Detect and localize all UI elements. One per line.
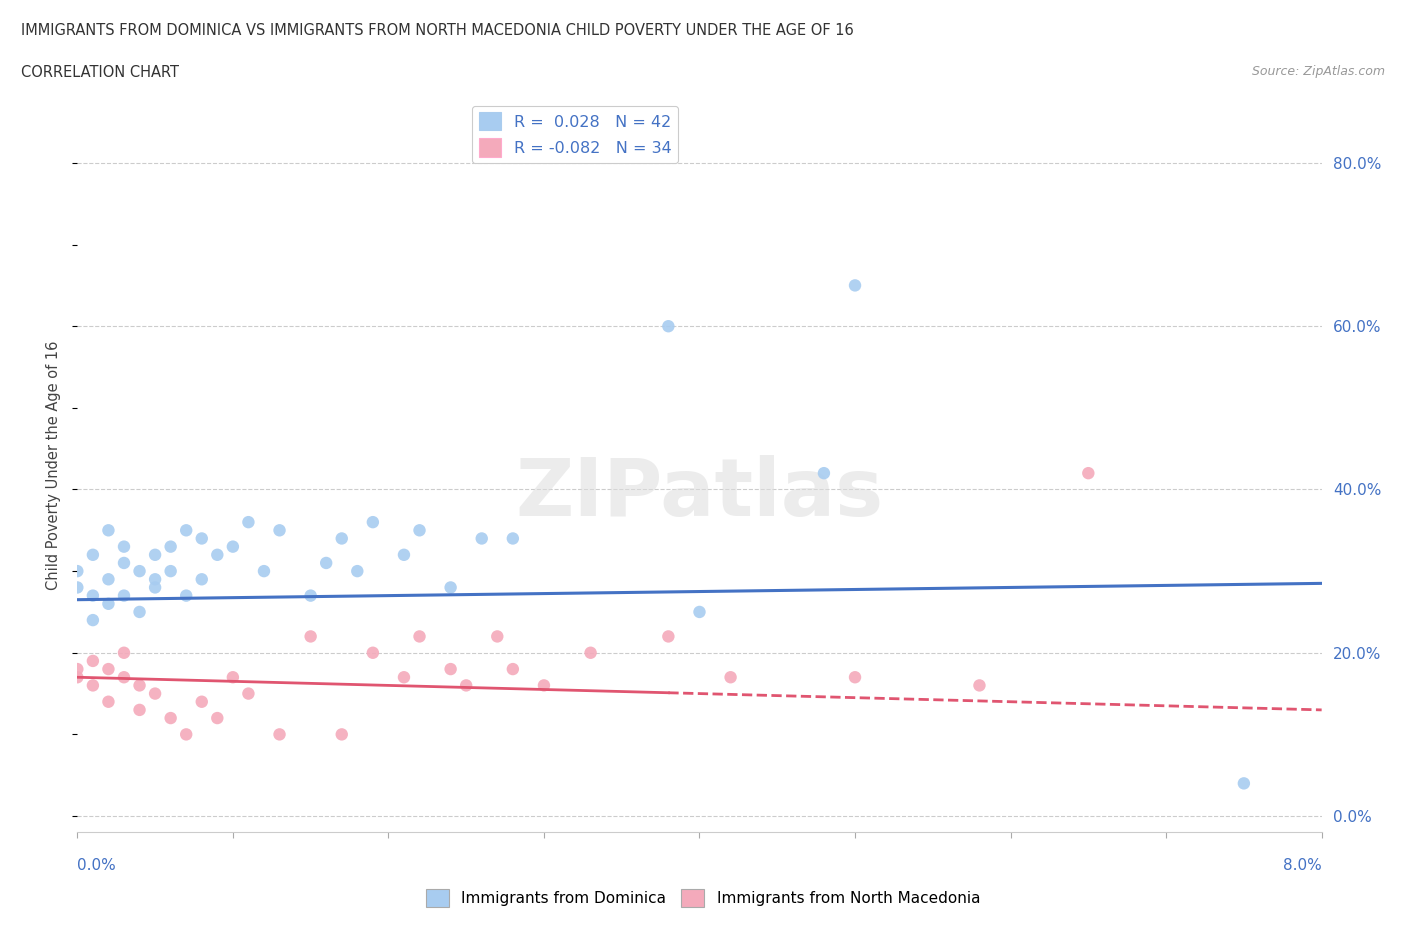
- Point: [813, 466, 835, 481]
- Point: [112, 588, 135, 603]
- Point: [299, 629, 322, 644]
- Point: [330, 727, 353, 742]
- Point: [112, 555, 135, 570]
- Text: Source: ZipAtlas.com: Source: ZipAtlas.com: [1251, 65, 1385, 78]
- Point: [408, 629, 430, 644]
- Point: [486, 629, 509, 644]
- Point: [502, 531, 524, 546]
- Point: [128, 564, 150, 578]
- Point: [97, 661, 120, 676]
- Point: [191, 695, 214, 710]
- Point: [112, 670, 135, 684]
- Point: [128, 702, 150, 717]
- Point: [174, 523, 197, 538]
- Point: [174, 588, 197, 603]
- Point: [440, 661, 463, 676]
- Point: [97, 523, 120, 538]
- Point: [361, 514, 384, 529]
- Text: ZIPatlas: ZIPatlas: [516, 456, 883, 534]
- Point: [191, 572, 214, 587]
- Point: [174, 727, 197, 742]
- Point: [533, 678, 555, 693]
- Point: [689, 604, 711, 619]
- Point: [128, 604, 150, 619]
- Point: [222, 670, 245, 684]
- Point: [222, 539, 245, 554]
- Point: [299, 588, 322, 603]
- Legend: Immigrants from Dominica, Immigrants from North Macedonia: Immigrants from Dominica, Immigrants fro…: [420, 884, 986, 913]
- Point: [471, 531, 494, 546]
- Point: [1233, 776, 1256, 790]
- Point: [112, 645, 135, 660]
- Point: [844, 670, 866, 684]
- Legend: R =  0.028   N = 42, R = -0.082   N = 34: R = 0.028 N = 42, R = -0.082 N = 34: [472, 106, 678, 164]
- Point: [346, 564, 368, 578]
- Point: [191, 531, 214, 546]
- Point: [143, 548, 166, 563]
- Point: [66, 670, 89, 684]
- Point: [82, 588, 104, 603]
- Point: [238, 686, 260, 701]
- Point: [82, 654, 104, 669]
- Point: [159, 539, 181, 554]
- Point: [361, 645, 384, 660]
- Point: [82, 613, 104, 628]
- Point: [238, 514, 260, 529]
- Point: [408, 523, 430, 538]
- Y-axis label: Child Poverty Under the Age of 16: Child Poverty Under the Age of 16: [46, 340, 62, 590]
- Point: [66, 564, 89, 578]
- Point: [720, 670, 742, 684]
- Point: [82, 678, 104, 693]
- Text: IMMIGRANTS FROM DOMINICA VS IMMIGRANTS FROM NORTH MACEDONIA CHILD POVERTY UNDER : IMMIGRANTS FROM DOMINICA VS IMMIGRANTS F…: [21, 23, 853, 38]
- Point: [969, 678, 991, 693]
- Point: [657, 629, 679, 644]
- Point: [143, 572, 166, 587]
- Text: 8.0%: 8.0%: [1282, 857, 1322, 872]
- Point: [97, 695, 120, 710]
- Point: [657, 319, 679, 334]
- Point: [392, 670, 415, 684]
- Text: CORRELATION CHART: CORRELATION CHART: [21, 65, 179, 80]
- Point: [128, 678, 150, 693]
- Point: [82, 548, 104, 563]
- Point: [456, 678, 478, 693]
- Point: [207, 548, 229, 563]
- Point: [112, 539, 135, 554]
- Point: [269, 727, 291, 742]
- Point: [97, 572, 120, 587]
- Point: [1077, 466, 1099, 481]
- Point: [97, 596, 120, 611]
- Point: [330, 531, 353, 546]
- Point: [315, 555, 337, 570]
- Point: [392, 548, 415, 563]
- Point: [143, 686, 166, 701]
- Point: [253, 564, 276, 578]
- Point: [159, 564, 181, 578]
- Point: [207, 711, 229, 725]
- Point: [579, 645, 602, 660]
- Point: [66, 580, 89, 595]
- Point: [66, 661, 89, 676]
- Text: 0.0%: 0.0%: [77, 857, 117, 872]
- Point: [502, 661, 524, 676]
- Point: [143, 580, 166, 595]
- Point: [844, 278, 866, 293]
- Point: [159, 711, 181, 725]
- Point: [440, 580, 463, 595]
- Point: [269, 523, 291, 538]
